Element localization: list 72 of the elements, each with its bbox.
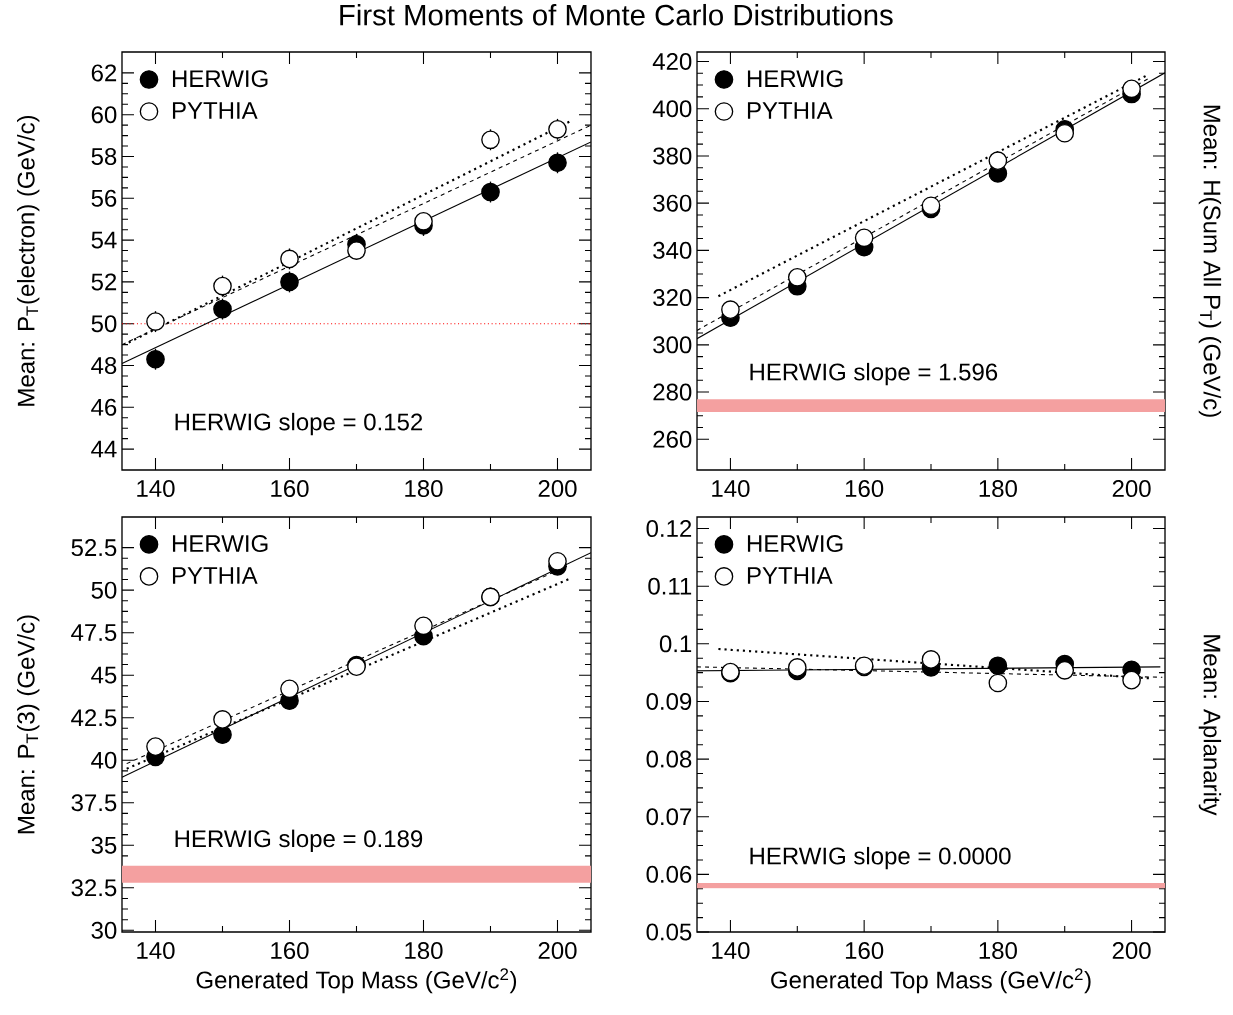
- x-tick-label: 180: [405, 942, 443, 960]
- annotation: HERWIG slope = 0.152: [175, 412, 423, 436]
- y-tick-label: 0.11: [648, 577, 692, 595]
- y-tick-label: 42.5: [71, 709, 117, 727]
- x-tick-label: 180: [979, 942, 1017, 960]
- y-tick-label: 320: [653, 289, 692, 307]
- y-tick-label: 45: [91, 666, 117, 684]
- y-tick-label: 44: [91, 440, 117, 458]
- y-axis-title: Mean: P$_{T}$(electron) (GeV/c): [17, 115, 40, 406]
- legend-label: PYTHIA: [172, 102, 258, 119]
- y-tick-label: 0.05: [646, 923, 692, 941]
- x-tick-label: 180: [979, 480, 1017, 498]
- x-tick-label: 160: [845, 942, 884, 960]
- y-tick-label: 0.1: [659, 635, 692, 653]
- x-tick-label: 160: [271, 480, 309, 498]
- y-tick-label: 46: [91, 398, 117, 416]
- y-tick-label: 50: [91, 581, 117, 599]
- x-tick-label: 140: [712, 480, 750, 498]
- y-tick-label: 32.5: [71, 879, 117, 897]
- legend-label: PYTHIA: [172, 567, 258, 584]
- legend-label: HERWIG: [747, 535, 843, 553]
- y-axis-title: Mean: P$_{T}$(3) (GeV/c): [17, 615, 40, 834]
- y-tick-label: 280: [653, 383, 692, 401]
- y-tick-label: 60: [91, 106, 117, 124]
- y-tick-label: 360: [653, 194, 692, 212]
- y-tick-label: 62: [91, 64, 117, 82]
- y-tick-label: 300: [653, 336, 692, 354]
- y-tick-label: 56: [91, 189, 117, 207]
- legend-label: HERWIG: [172, 535, 268, 553]
- y-tick-label: 54: [91, 231, 117, 249]
- x-tick-label: 180: [405, 480, 443, 498]
- x-axis-title: Generated Top Mass (GeV/c$^{2}$): [771, 968, 1091, 994]
- y-tick-label: 0.09: [646, 692, 692, 710]
- y-tick-label: 58: [91, 148, 117, 165]
- legend-label: HERWIG: [172, 70, 268, 88]
- y-tick-label: 0.12: [646, 520, 692, 538]
- chart-title: First Moments of Monte Carlo Distributions: [340, 3, 893, 26]
- x-axis-title: Generated Top Mass (GeV/c$^{2}$): [196, 968, 517, 994]
- y-tick-label: 48: [91, 357, 117, 374]
- x-tick-label: 140: [137, 480, 175, 498]
- y-tick-label: 52: [91, 273, 117, 291]
- y-tick-label: 35: [91, 836, 117, 854]
- y-tick-label: 0.06: [646, 865, 692, 883]
- x-tick-label: 160: [845, 480, 884, 498]
- y-tick-label: 380: [653, 147, 692, 165]
- x-tick-label: 140: [137, 942, 175, 960]
- annotation: HERWIG slope = 1.596: [750, 362, 998, 386]
- legend-label: PYTHIA: [747, 567, 833, 584]
- x-tick-label: 200: [1112, 942, 1151, 960]
- y-tick-label: 52.5: [71, 539, 117, 557]
- y-tick-label: 260: [653, 430, 692, 448]
- x-tick-label: 160: [271, 942, 309, 960]
- annotation: HERWIG slope = 0.0000: [750, 846, 1011, 870]
- x-tick-label: 200: [538, 480, 577, 498]
- y-tick-label: 0.08: [646, 750, 692, 768]
- y-axis-title: Mean: Aplanarity: [1198, 635, 1222, 816]
- y-tick-label: 47.5: [71, 624, 117, 642]
- y-tick-label: 50: [91, 315, 117, 333]
- y-tick-label: 400: [652, 100, 692, 118]
- x-tick-label: 200: [1112, 480, 1151, 498]
- y-tick-label: 30: [91, 921, 117, 939]
- y-tick-label: 0.07: [646, 808, 692, 826]
- y-tick-label: 420: [652, 52, 692, 70]
- x-tick-label: 140: [712, 942, 750, 960]
- legend-label: HERWIG: [747, 70, 843, 88]
- annotation: HERWIG slope = 0.189: [175, 829, 423, 852]
- y-tick-label: 40: [91, 751, 117, 769]
- y-tick-label: 340: [653, 241, 692, 259]
- legend-label: PYTHIA: [747, 102, 833, 119]
- y-axis-title: Mean: H(Sum All P$_{T}$) (GeV/c): [1198, 105, 1222, 417]
- x-tick-label: 200: [538, 942, 577, 960]
- y-tick-label: 37.5: [71, 794, 117, 812]
